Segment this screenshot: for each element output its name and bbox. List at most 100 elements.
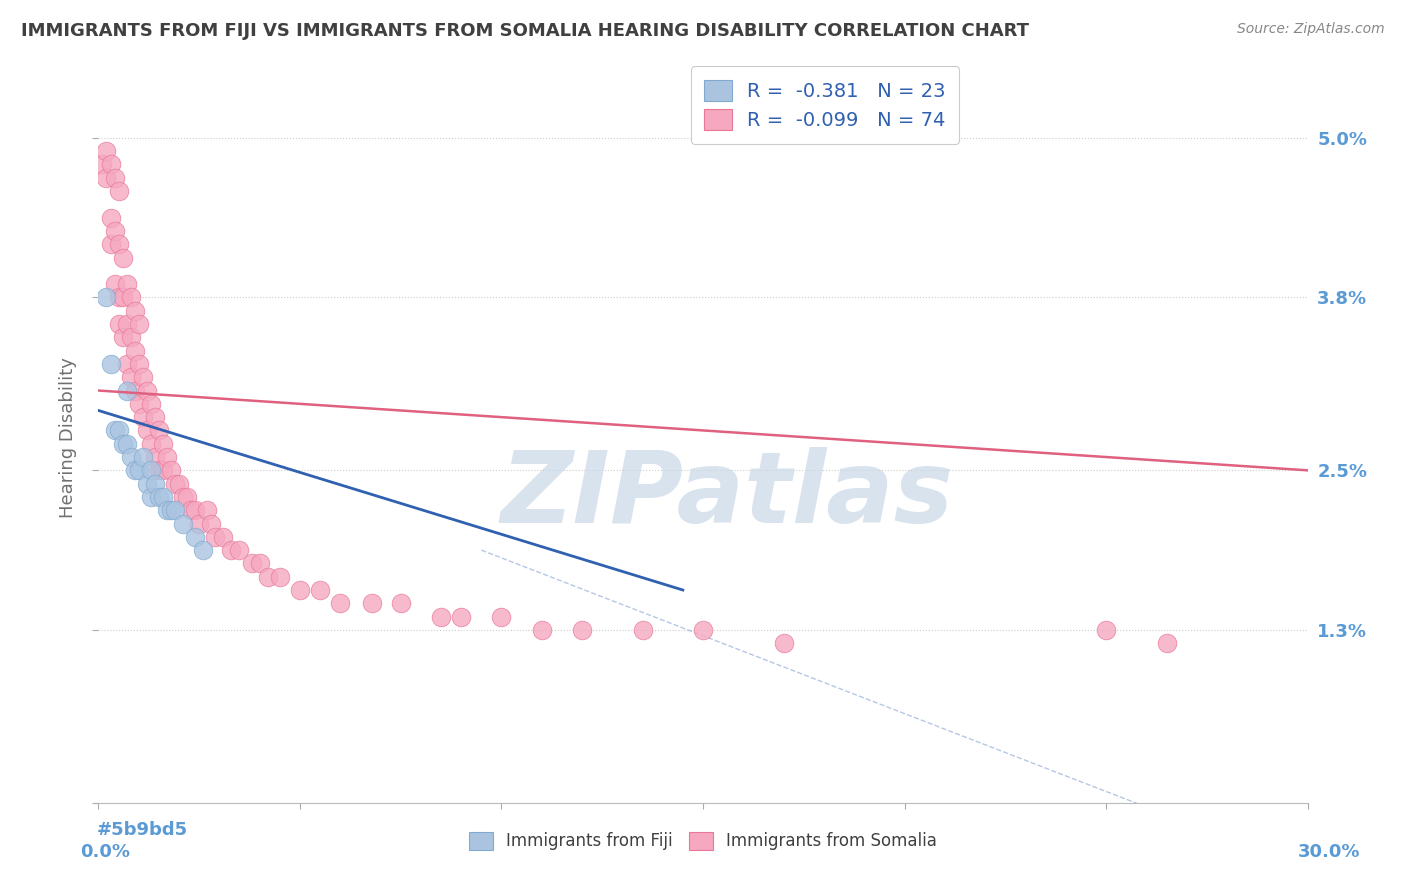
Point [135, 424, 157, 438]
Point [139, 490, 162, 504]
Point [124, 463, 146, 477]
Point [107, 184, 129, 198]
Point [128, 463, 150, 477]
Point [361, 596, 384, 610]
Point [143, 476, 166, 491]
Point [132, 410, 155, 425]
Point [139, 463, 162, 477]
Point [193, 543, 215, 558]
Point [491, 609, 513, 624]
Point [115, 384, 138, 398]
Text: 30.0%: 30.0% [1298, 843, 1360, 861]
Point [269, 570, 291, 584]
Point [124, 384, 146, 398]
Point [148, 424, 170, 438]
Point [692, 623, 714, 637]
Text: IMMIGRANTS FROM FIJI VS IMMIGRANTS FROM SOMALIA HEARING DISABILITY CORRELATION C: IMMIGRANTS FROM FIJI VS IMMIGRANTS FROM … [21, 22, 1029, 40]
Point [132, 450, 155, 464]
Point [212, 530, 235, 544]
Text: Source: ZipAtlas.com: Source: ZipAtlas.com [1237, 22, 1385, 37]
Point [167, 476, 190, 491]
Point [571, 623, 593, 637]
Point [107, 290, 129, 304]
Point [107, 424, 129, 438]
Point [772, 636, 794, 650]
Point [176, 490, 198, 504]
Point [184, 530, 207, 544]
Point [148, 463, 170, 477]
Point [256, 570, 278, 584]
Point [135, 476, 157, 491]
Point [148, 490, 170, 504]
Point [172, 490, 194, 504]
Text: #5b9bd5: #5b9bd5 [97, 821, 188, 839]
Point [143, 450, 166, 464]
Point [96, 290, 118, 304]
Point [91, 157, 114, 171]
Point [160, 463, 183, 477]
Point [152, 436, 174, 450]
Point [120, 370, 142, 384]
Point [1095, 623, 1118, 637]
Legend: Immigrants from Fiji, Immigrants from Somalia: Immigrants from Fiji, Immigrants from So… [460, 822, 946, 860]
Point [115, 277, 138, 292]
Point [128, 317, 150, 331]
Point [111, 436, 134, 450]
Point [139, 397, 162, 411]
Point [100, 157, 122, 171]
Point [389, 596, 412, 610]
Point [172, 516, 194, 531]
Point [111, 330, 134, 344]
Point [156, 450, 179, 464]
Point [160, 503, 183, 517]
Point [450, 609, 472, 624]
Point [240, 557, 263, 571]
Point [188, 516, 211, 531]
Point [135, 384, 157, 398]
Point [120, 290, 142, 304]
Point [530, 623, 553, 637]
Text: ZIPatlas: ZIPatlas [501, 447, 953, 544]
Point [329, 596, 352, 610]
Point [96, 144, 118, 158]
Point [100, 357, 122, 371]
Point [115, 357, 138, 371]
Point [200, 516, 222, 531]
Point [111, 290, 134, 304]
Point [107, 237, 129, 252]
Point [128, 397, 150, 411]
Point [204, 530, 226, 544]
Point [228, 543, 250, 558]
Point [124, 343, 146, 358]
Point [180, 503, 202, 517]
Point [249, 557, 271, 571]
Point [139, 436, 162, 450]
Point [115, 436, 138, 450]
Point [111, 251, 134, 265]
Point [100, 211, 122, 225]
Point [143, 410, 166, 425]
Point [107, 317, 129, 331]
Point [309, 582, 332, 597]
Point [156, 503, 179, 517]
Point [132, 370, 155, 384]
Point [100, 237, 122, 252]
Point [288, 582, 311, 597]
Point [103, 424, 125, 438]
Point [631, 623, 654, 637]
Point [115, 317, 138, 331]
Point [184, 503, 207, 517]
Point [96, 170, 118, 185]
Point [163, 476, 186, 491]
Point [163, 503, 186, 517]
Point [1156, 636, 1178, 650]
Point [430, 609, 453, 624]
Point [152, 463, 174, 477]
Y-axis label: Hearing Disability: Hearing Disability [59, 357, 77, 517]
Point [195, 503, 218, 517]
Point [120, 450, 142, 464]
Point [221, 543, 243, 558]
Point [152, 490, 174, 504]
Point [103, 170, 125, 185]
Text: 0.0%: 0.0% [80, 843, 131, 861]
